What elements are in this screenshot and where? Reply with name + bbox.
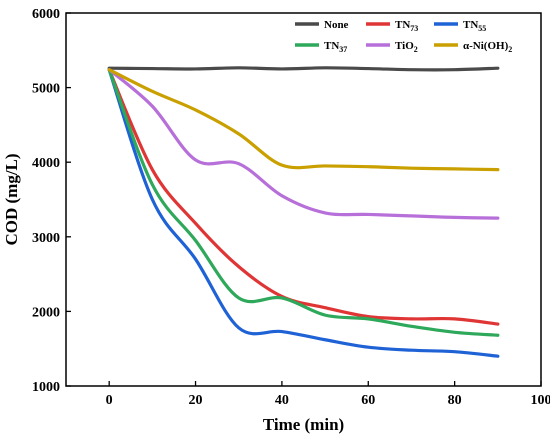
legend-item: TiO2: [366, 40, 418, 54]
x-axis: 0 20 40 60 80 100: [106, 381, 550, 408]
series-lines: [107, 66, 500, 358]
y-axis-title: COD (mg/L): [2, 153, 21, 245]
y-tick-label: 5000: [32, 82, 60, 97]
legend-label: TN55: [463, 19, 486, 33]
legend-item: TN73: [366, 19, 418, 33]
plot-frame: [65, 12, 542, 387]
legend-item: α-Ni(OH)2: [434, 40, 512, 54]
series-line-2: [107, 68, 500, 358]
y-tick-label: 2000: [32, 305, 60, 320]
legend: None TN73 TN55 TN37 TiO2 α-Ni(OH)2: [295, 19, 512, 54]
y-tick-label: 3000: [32, 231, 60, 246]
y-tick-label: 6000: [32, 7, 60, 22]
x-tick-label: 40: [275, 393, 289, 408]
x-tick-label: 20: [189, 393, 203, 408]
series-line-3: [107, 68, 500, 337]
legend-label: None: [324, 19, 349, 31]
x-axis-title: Time (min): [263, 415, 344, 434]
x-tick-label: 100: [531, 393, 550, 408]
series-line-4: [107, 68, 500, 220]
legend-label: TN73: [395, 19, 418, 33]
x-tick-label: 0: [106, 393, 113, 408]
legend-item: TN37: [295, 40, 347, 54]
y-tick-label: 4000: [32, 156, 60, 171]
x-tick-label: 60: [361, 393, 375, 408]
series-line-5: [107, 68, 500, 172]
legend-label: TiO2: [395, 40, 418, 54]
x-tick-label: 80: [448, 393, 462, 408]
legend-item: None: [295, 19, 349, 31]
y-axis: 1000 2000 3000 4000 5000 6000: [32, 7, 71, 395]
y-tick-label: 1000: [32, 380, 60, 395]
legend-label: α-Ni(OH)2: [463, 40, 512, 54]
series-line-0: [107, 66, 500, 72]
legend-item: TN55: [434, 19, 486, 33]
series-line-1: [107, 68, 500, 326]
legend-label: TN37: [324, 40, 347, 54]
